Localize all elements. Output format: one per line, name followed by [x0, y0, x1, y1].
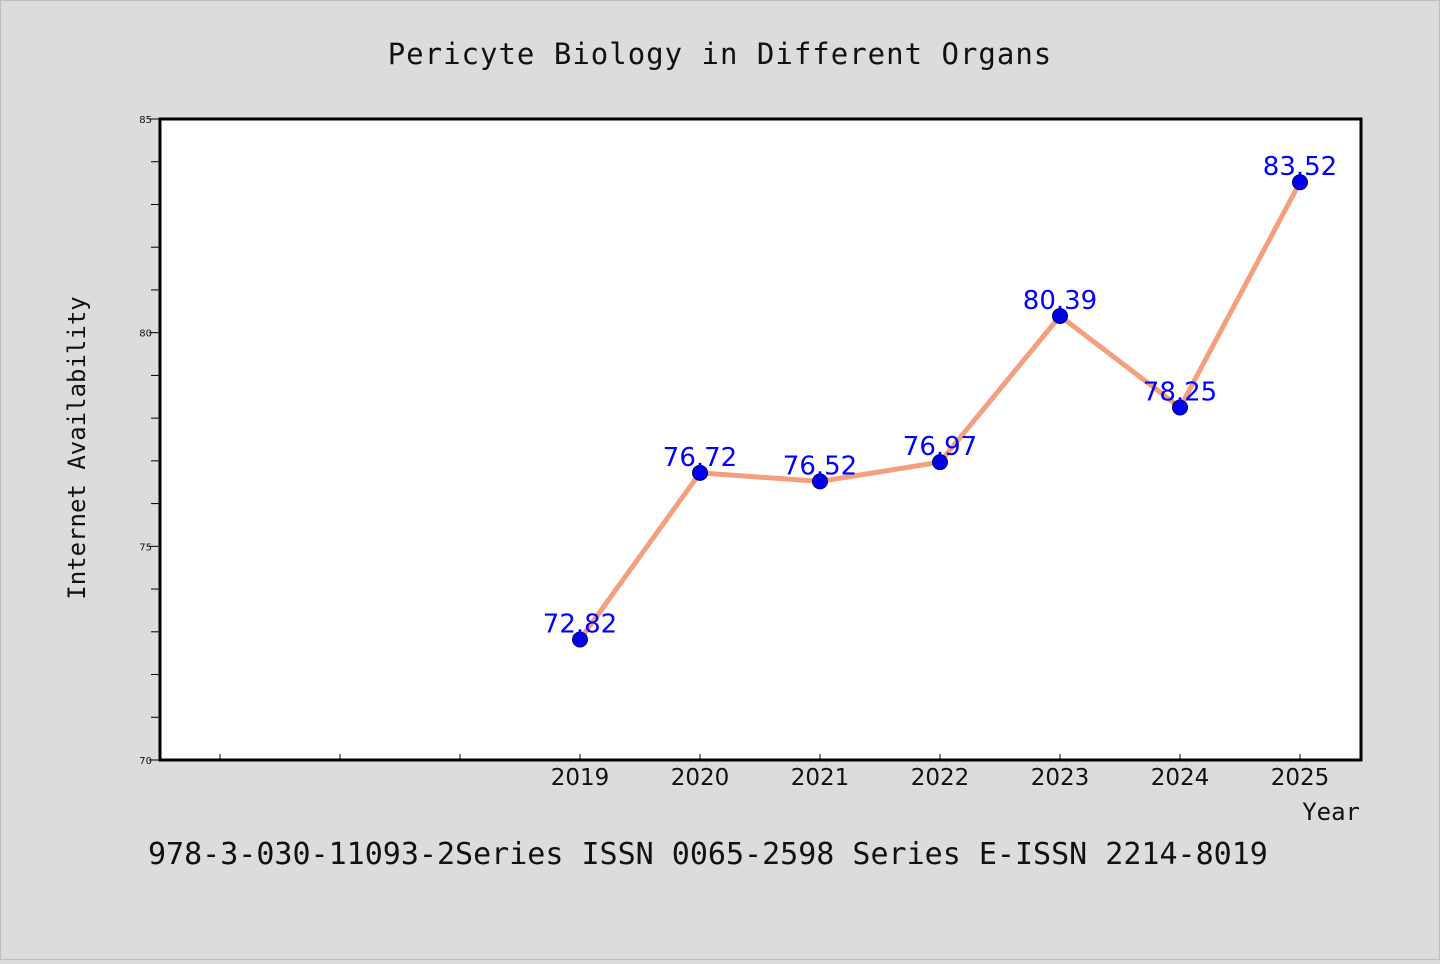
x-tick-label: 2021	[791, 765, 850, 791]
x-axis-label: Year	[1302, 798, 1360, 826]
x-tick-label: 2022	[911, 765, 970, 791]
y-tick-label: 80	[139, 329, 152, 340]
data-label: 78.25	[1143, 377, 1217, 407]
data-label: 76.72	[663, 443, 737, 473]
data-point	[1172, 399, 1188, 416]
data-label: 72.82	[543, 609, 617, 639]
x-tick-label: 2020	[671, 765, 730, 791]
data-label: 83.52	[1263, 152, 1337, 182]
data-point	[692, 464, 708, 481]
y-axis-label: Internet Availability	[63, 296, 91, 599]
plot-area	[158, 117, 1363, 762]
data-point	[1292, 174, 1308, 191]
y-axis-ticks: 70 75 80 85	[139, 115, 159, 767]
x-tick-label: 2023	[1031, 765, 1090, 791]
y-tick-label: 75	[139, 542, 152, 553]
data-point	[932, 454, 948, 471]
series-group: 72.82 76.72 76.52 76.97 80.39 78.25 83.52	[543, 152, 1337, 648]
y-tick-label: 85	[139, 115, 152, 126]
x-tick-label: 2025	[1271, 765, 1330, 791]
data-label: 76.97	[903, 432, 977, 462]
x-tick-label: 2024	[1151, 765, 1210, 791]
data-point	[572, 631, 588, 648]
y-tick-label: 70	[139, 756, 152, 767]
footer-identifiers: 978-3-030-11093-2Series ISSN 0065-2598 S…	[148, 837, 1268, 872]
chart-title: Pericyte Biology in Different Organs	[388, 37, 1053, 71]
data-label: 76.52	[783, 451, 857, 481]
data-label: 80.39	[1023, 286, 1097, 316]
x-axis-ticks: 2019 2020 2021 2022 2023 2024 2025	[219, 754, 1330, 791]
data-point	[1052, 308, 1068, 325]
data-point	[812, 473, 828, 490]
x-tick-label: 2019	[551, 765, 610, 791]
